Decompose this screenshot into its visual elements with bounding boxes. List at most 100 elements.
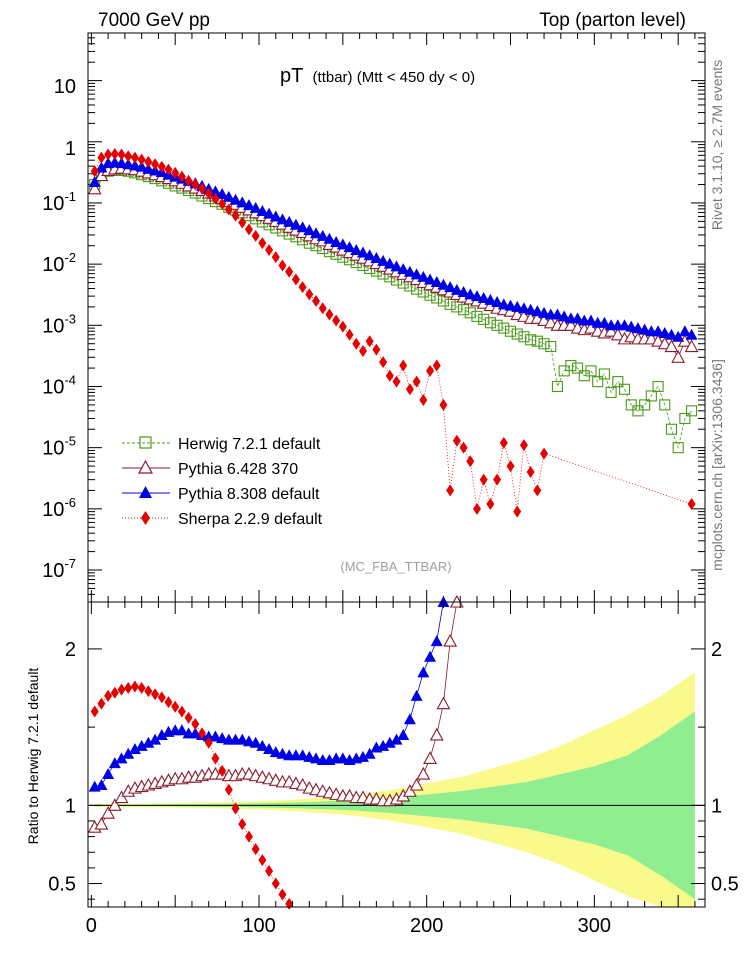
ratio-point-sherpa: [117, 683, 126, 696]
point-pythia8: [524, 303, 537, 315]
point-sherpa: [291, 273, 300, 286]
point-pythia8: [437, 278, 450, 290]
plot-title: pT (ttbar) (Mtt < 450 dy < 0): [280, 65, 475, 87]
x-tick-label: 200: [410, 915, 443, 937]
point-herwig: [686, 405, 698, 417]
point-pythia8: [390, 260, 403, 272]
point-herwig: [538, 338, 550, 350]
point-pythia6: [610, 327, 625, 341]
y-tick-label-10: 10: [54, 76, 76, 98]
point-sherpa: [372, 343, 381, 356]
point-pythia8: [598, 316, 611, 328]
ratio-point-sherpa: [164, 696, 173, 709]
ratio-point-pythia8: [417, 666, 430, 678]
point-pythia8: [316, 229, 329, 241]
point-sherpa: [124, 150, 133, 163]
point-herwig: [639, 399, 651, 411]
point-sherpa: [352, 337, 361, 350]
ratio-point-sherpa: [97, 697, 106, 710]
ratio-series-pythia6: [87, 594, 464, 833]
point-herwig: [471, 310, 483, 322]
ratio-series-pythia8: [88, 596, 450, 792]
y-tick-label: 10-1: [42, 189, 76, 215]
ratio-point-pythia8: [155, 728, 168, 740]
ratio-point-sherpa: [124, 682, 133, 695]
point-pythia8: [276, 213, 289, 225]
point-pythia8: [417, 270, 430, 282]
y-tick-label-1: 1: [65, 138, 76, 160]
point-herwig: [605, 386, 617, 398]
point-sherpa: [164, 163, 173, 176]
x-tick-label: 100: [242, 915, 275, 937]
point-sherpa: [432, 359, 441, 372]
point-pythia8: [310, 227, 323, 239]
ratio-y-tick-label: 0.5: [48, 874, 76, 896]
point-pythia8: [631, 322, 644, 334]
point-herwig: [585, 365, 597, 377]
ratio-point-pythia6: [409, 777, 424, 791]
series-line-pythia6: [94, 167, 692, 359]
series-pythia6: [87, 161, 699, 363]
ratio-point-pythia8: [189, 727, 202, 739]
ratio-point-pythia6: [443, 633, 458, 647]
legend-marker-herwig: [139, 436, 152, 449]
ratio-y-tick-label-right: 1: [711, 795, 722, 817]
ratio-point-sherpa: [198, 727, 207, 740]
plot-title-rest: (ttbar) (Mtt < 450 dy < 0): [313, 69, 476, 86]
point-pythia8: [444, 281, 457, 293]
point-pythia8: [685, 328, 698, 340]
point-herwig: [625, 399, 637, 411]
legend-marker-pythia8: [139, 486, 152, 498]
point-sherpa: [412, 375, 421, 388]
ratio-y-axis-label: Ratio to Herwig 7.2.1 default: [25, 668, 41, 845]
point-herwig: [612, 376, 624, 388]
legend-entry-pythia6: Pythia 6.428 370: [122, 459, 298, 478]
point-herwig: [518, 331, 530, 343]
point-pythia8: [256, 204, 269, 216]
ratio-point-sherpa: [244, 830, 253, 843]
point-pythia8: [558, 310, 571, 322]
ratio-point-pythia6: [114, 790, 129, 804]
point-sherpa: [446, 484, 455, 497]
point-pythia8: [464, 288, 477, 300]
point-herwig: [572, 362, 584, 374]
point-pythia8: [336, 238, 349, 250]
point-sherpa: [198, 182, 207, 195]
point-sherpa: [459, 441, 468, 454]
ratio-point-pythia8: [269, 746, 282, 758]
ratio-panel: 2 2 1 1 0.5 0.5 Ratio to Herwig 7.2.1 default…: [25, 594, 739, 937]
ratio-point-sherpa: [251, 843, 260, 856]
point-sherpa: [104, 148, 113, 161]
point-pythia6: [671, 350, 686, 363]
point-pythia6: [664, 339, 679, 353]
point-pythia8: [397, 263, 410, 275]
ratio-point-pythia8: [216, 732, 229, 744]
point-herwig: [592, 376, 604, 388]
point-sherpa: [426, 364, 435, 377]
ratio-point-pythia8: [122, 747, 135, 759]
point-sherpa: [231, 209, 240, 222]
point-sherpa: [325, 308, 334, 321]
point-sherpa: [184, 174, 193, 187]
point-herwig: [498, 322, 510, 334]
point-herwig: [484, 317, 496, 329]
point-pythia8: [665, 328, 678, 340]
point-sherpa: [265, 244, 274, 257]
point-sherpa: [513, 505, 522, 518]
point-pythia8: [424, 273, 437, 285]
point-sherpa: [271, 251, 280, 264]
ratio-point-pythia8: [209, 730, 222, 742]
point-herwig: [525, 334, 537, 346]
point-sherpa: [466, 455, 475, 468]
ratio-y-tick-label-right: 2: [711, 639, 722, 661]
point-pythia8: [242, 199, 255, 211]
ratio-point-sherpa: [271, 877, 280, 890]
point-sherpa: [144, 155, 153, 168]
point-sherpa: [151, 158, 160, 171]
legend-label-pythia6: Pythia 6.428 370: [178, 461, 298, 478]
point-pythia8: [477, 291, 490, 303]
ratio-point-pythia8: [303, 750, 316, 762]
ratio-point-pythia8: [249, 736, 262, 748]
point-pythia6: [684, 339, 699, 353]
point-sherpa: [540, 447, 549, 460]
